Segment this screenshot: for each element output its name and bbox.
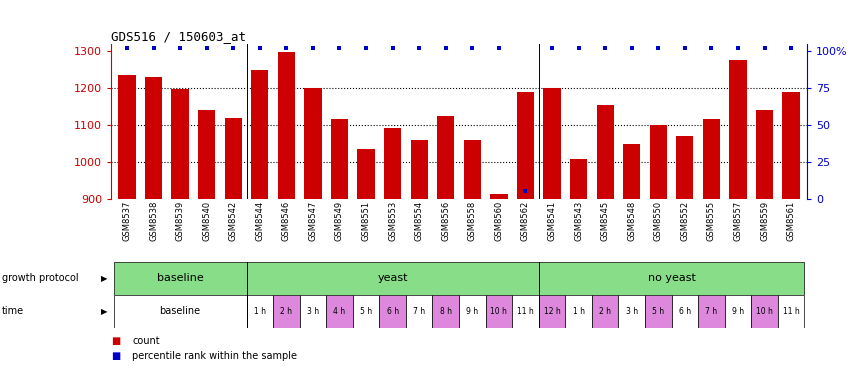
Bar [702, 119, 719, 199]
Bar [113, 262, 247, 295]
Text: 5 h: 5 h [360, 307, 372, 315]
Text: 9 h: 9 h [466, 307, 478, 315]
Bar [644, 295, 670, 328]
Text: growth protocol: growth protocol [2, 273, 78, 283]
Bar [676, 136, 693, 199]
Text: percentile rank within the sample: percentile rank within the sample [132, 351, 297, 361]
Bar [670, 295, 697, 328]
Text: 10 h: 10 h [490, 307, 507, 315]
Bar [145, 78, 162, 199]
Bar [326, 295, 352, 328]
Bar [273, 295, 299, 328]
Text: baseline: baseline [160, 306, 200, 316]
Bar [490, 194, 507, 199]
Bar [591, 295, 618, 328]
Text: 8 h: 8 h [439, 307, 451, 315]
Bar [569, 158, 587, 199]
Bar [247, 295, 273, 328]
Bar [516, 92, 533, 199]
Bar [330, 119, 348, 199]
Text: ▶: ▶ [101, 274, 107, 283]
Bar [113, 295, 247, 328]
Text: 11 h: 11 h [782, 307, 798, 315]
Bar [432, 295, 459, 328]
Text: ▶: ▶ [101, 307, 107, 315]
Bar [565, 295, 591, 328]
Bar [277, 52, 294, 199]
Bar [384, 128, 401, 199]
Bar [405, 295, 432, 328]
Text: 7 h: 7 h [413, 307, 425, 315]
Bar [171, 89, 189, 199]
Text: 5 h: 5 h [652, 307, 664, 315]
Bar [357, 149, 374, 199]
Bar [379, 295, 405, 328]
Bar [224, 118, 241, 199]
Bar [352, 295, 379, 328]
Bar [649, 125, 666, 199]
Text: 1 h: 1 h [572, 307, 584, 315]
Bar [755, 110, 772, 199]
Bar [697, 295, 724, 328]
Bar [437, 116, 454, 199]
Text: yeast: yeast [377, 273, 408, 283]
Bar [595, 105, 613, 199]
Text: 12 h: 12 h [543, 307, 560, 315]
Text: 3 h: 3 h [306, 307, 319, 315]
Bar [538, 262, 804, 295]
Text: 2 h: 2 h [280, 307, 292, 315]
Text: 6 h: 6 h [678, 307, 690, 315]
Text: 1 h: 1 h [253, 307, 265, 315]
Text: 6 h: 6 h [386, 307, 398, 315]
Bar [618, 295, 644, 328]
Text: 4 h: 4 h [333, 307, 345, 315]
Text: ■: ■ [111, 351, 120, 361]
Bar [410, 140, 427, 199]
Text: 3 h: 3 h [625, 307, 637, 315]
Bar [198, 110, 215, 199]
Text: ■: ■ [111, 336, 120, 346]
Text: 9 h: 9 h [731, 307, 743, 315]
Bar [724, 295, 751, 328]
Text: 7 h: 7 h [705, 307, 717, 315]
Bar [119, 75, 136, 199]
Text: 2 h: 2 h [599, 307, 611, 315]
Bar [304, 88, 322, 199]
Text: count: count [132, 336, 160, 346]
Bar [777, 295, 804, 328]
Bar [251, 70, 268, 199]
Bar [247, 262, 538, 295]
Text: baseline: baseline [157, 273, 203, 283]
Bar [623, 143, 640, 199]
Text: 10 h: 10 h [755, 307, 772, 315]
Text: time: time [2, 306, 24, 316]
Bar [463, 140, 480, 199]
Bar [459, 295, 485, 328]
Bar [512, 295, 538, 328]
Bar [751, 295, 777, 328]
Bar [543, 88, 560, 199]
Bar [728, 60, 746, 199]
Bar [781, 92, 798, 199]
Bar [538, 295, 565, 328]
Bar [485, 295, 512, 328]
Text: GDS516 / 150603_at: GDS516 / 150603_at [111, 30, 246, 43]
Text: 11 h: 11 h [516, 307, 533, 315]
Bar [299, 295, 326, 328]
Text: no yeast: no yeast [647, 273, 694, 283]
